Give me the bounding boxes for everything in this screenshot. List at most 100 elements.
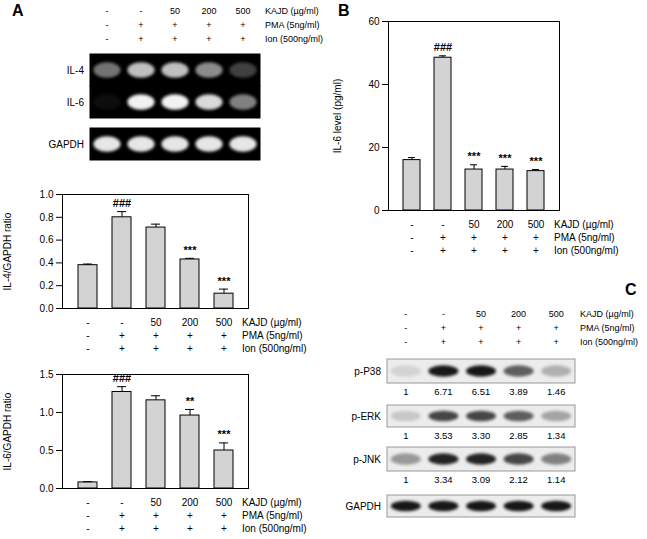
svg-text:-: -	[86, 317, 89, 328]
svg-text:3.30: 3.30	[472, 430, 491, 441]
svg-text:C: C	[625, 281, 637, 298]
svg-text:1: 1	[403, 430, 408, 441]
svg-text:20: 20	[368, 142, 380, 153]
svg-text:+: +	[533, 245, 539, 256]
svg-text:0.0: 0.0	[40, 483, 54, 494]
svg-text:**: **	[186, 395, 195, 407]
svg-text:p-ERK: p-ERK	[352, 411, 382, 422]
svg-text:-: -	[404, 323, 407, 333]
svg-text:+: +	[240, 34, 245, 44]
svg-text:+: +	[221, 330, 227, 341]
svg-text:-: -	[86, 497, 89, 508]
svg-text:1: 1	[403, 474, 408, 485]
svg-text:+: +	[153, 510, 159, 521]
svg-text:-: -	[404, 309, 407, 319]
svg-text:40: 40	[368, 79, 380, 90]
svg-text:-: -	[404, 337, 407, 347]
svg-text:-: -	[106, 34, 109, 44]
svg-text:50: 50	[468, 219, 480, 230]
svg-text:3.09: 3.09	[472, 474, 491, 485]
svg-text:+: +	[471, 245, 477, 256]
svg-text:+: +	[516, 337, 521, 347]
svg-text:PMA (5ng/ml): PMA (5ng/ml)	[265, 20, 320, 30]
svg-text:+: +	[502, 245, 508, 256]
svg-text:+: +	[221, 523, 227, 534]
svg-text:2.12: 2.12	[509, 474, 527, 485]
svg-text:-: -	[120, 317, 123, 328]
svg-text:***: ***	[218, 428, 232, 440]
svg-text:-: -	[106, 20, 109, 30]
svg-text:1.5: 1.5	[40, 369, 54, 380]
svg-text:KAJD (µg/ml): KAJD (µg/ml)	[554, 219, 614, 230]
svg-text:+: +	[138, 34, 143, 44]
svg-text:IL-6/GAPDH ratio: IL-6/GAPDH ratio	[2, 392, 13, 470]
svg-text:-: -	[410, 232, 413, 243]
svg-text:0.5: 0.5	[40, 445, 54, 456]
svg-text:-: -	[106, 6, 109, 16]
svg-text:+: +	[441, 323, 446, 333]
svg-text:+: +	[187, 343, 193, 354]
svg-text:1: 1	[403, 386, 408, 397]
svg-text:+: +	[153, 523, 159, 534]
svg-text:Ion (500ng/ml): Ion (500ng/ml)	[580, 337, 638, 347]
svg-text:+: +	[240, 20, 245, 30]
svg-text:***: ***	[218, 275, 232, 287]
svg-text:0.2: 0.2	[40, 280, 54, 291]
svg-text:+: +	[119, 343, 125, 354]
svg-text:-: -	[86, 343, 89, 354]
svg-text:-: -	[410, 219, 413, 230]
svg-text:***: ***	[530, 155, 544, 167]
svg-text:50: 50	[150, 317, 162, 328]
svg-text:500: 500	[216, 497, 233, 508]
svg-text:PMA (5ng/ml): PMA (5ng/ml)	[580, 323, 635, 333]
svg-text:PMA (5ng/ml): PMA (5ng/ml)	[554, 232, 615, 243]
svg-text:Ion (500ng/ml): Ion (500ng/ml)	[265, 34, 323, 44]
svg-text:###: ###	[434, 41, 452, 53]
svg-text:-: -	[441, 219, 444, 230]
svg-text:1.34: 1.34	[547, 430, 566, 441]
svg-text:***: ***	[499, 152, 513, 164]
svg-text:+: +	[172, 34, 177, 44]
svg-text:PMA (5ng/ml): PMA (5ng/ml)	[242, 510, 303, 521]
svg-text:0.8: 0.8	[40, 212, 54, 223]
svg-text:+: +	[478, 323, 483, 333]
svg-text:+: +	[221, 510, 227, 521]
svg-text:50: 50	[170, 6, 180, 16]
svg-text:Ion (500ng/ml): Ion (500ng/ml)	[242, 523, 306, 534]
svg-text:A: A	[12, 2, 24, 19]
svg-text:200: 200	[201, 6, 216, 16]
svg-text:3.89: 3.89	[509, 386, 527, 397]
svg-text:+: +	[187, 330, 193, 341]
svg-text:-: -	[86, 510, 89, 521]
svg-text:1.0: 1.0	[40, 407, 54, 418]
svg-text:###: ###	[113, 372, 131, 384]
svg-text:+: +	[138, 20, 143, 30]
svg-text:+: +	[478, 337, 483, 347]
svg-text:60: 60	[368, 16, 380, 27]
svg-text:3.53: 3.53	[434, 430, 453, 441]
svg-text:GAPDH: GAPDH	[48, 139, 84, 150]
svg-text:+: +	[119, 510, 125, 521]
svg-text:+: +	[471, 232, 477, 243]
svg-text:+: +	[172, 20, 177, 30]
svg-text:KAJD (µg/ml): KAJD (µg/ml)	[580, 309, 634, 319]
svg-text:GAPDH: GAPDH	[345, 501, 381, 512]
svg-text:200: 200	[182, 317, 199, 328]
svg-text:+: +	[533, 232, 539, 243]
svg-text:0.6: 0.6	[40, 234, 54, 245]
svg-text:500: 500	[216, 317, 233, 328]
svg-text:+: +	[153, 330, 159, 341]
svg-text:+: +	[440, 232, 446, 243]
svg-text:+: +	[221, 343, 227, 354]
svg-text:KAJD (µg/ml): KAJD (µg/ml)	[265, 6, 319, 16]
svg-text:+: +	[502, 232, 508, 243]
svg-text:+: +	[153, 343, 159, 354]
svg-text:50: 50	[476, 309, 486, 319]
svg-text:200: 200	[511, 309, 526, 319]
svg-text:200: 200	[497, 219, 514, 230]
svg-text:500: 500	[528, 219, 545, 230]
svg-text:+: +	[119, 523, 125, 534]
svg-text:Ion (500ng/ml): Ion (500ng/ml)	[242, 343, 306, 354]
svg-text:6.51: 6.51	[472, 386, 491, 397]
svg-text:0.4: 0.4	[40, 257, 54, 268]
